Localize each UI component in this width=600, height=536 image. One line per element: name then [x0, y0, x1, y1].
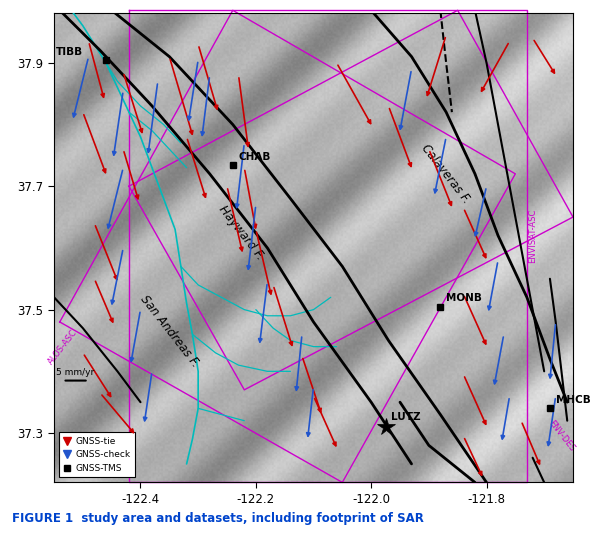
- Text: MONB: MONB: [446, 293, 482, 303]
- Text: San Andreas F.: San Andreas F.: [137, 293, 202, 370]
- Text: LUTZ: LUTZ: [391, 412, 421, 422]
- Text: ALOS-ASC: ALOS-ASC: [46, 327, 79, 366]
- Text: TIBB: TIBB: [56, 47, 83, 57]
- Text: Hayward F.: Hayward F.: [216, 203, 266, 262]
- Text: 5 mm/yr: 5 mm/yr: [56, 368, 95, 377]
- Legend: GNSS-tie, GNSS-check, GNSS-TMS: GNSS-tie, GNSS-check, GNSS-TMS: [59, 433, 135, 478]
- Text: ENVISAT-ASC: ENVISAT-ASC: [528, 209, 537, 263]
- Text: FIGURE 1  study area and datasets, including footprint of SAR: FIGURE 1 study area and datasets, includ…: [12, 512, 424, 525]
- Text: MHCB: MHCB: [556, 395, 590, 405]
- Text: CHAB: CHAB: [239, 152, 271, 161]
- Text: Calaveras F.: Calaveras F.: [419, 142, 473, 206]
- Text: ENV-DES: ENV-DES: [547, 419, 577, 453]
